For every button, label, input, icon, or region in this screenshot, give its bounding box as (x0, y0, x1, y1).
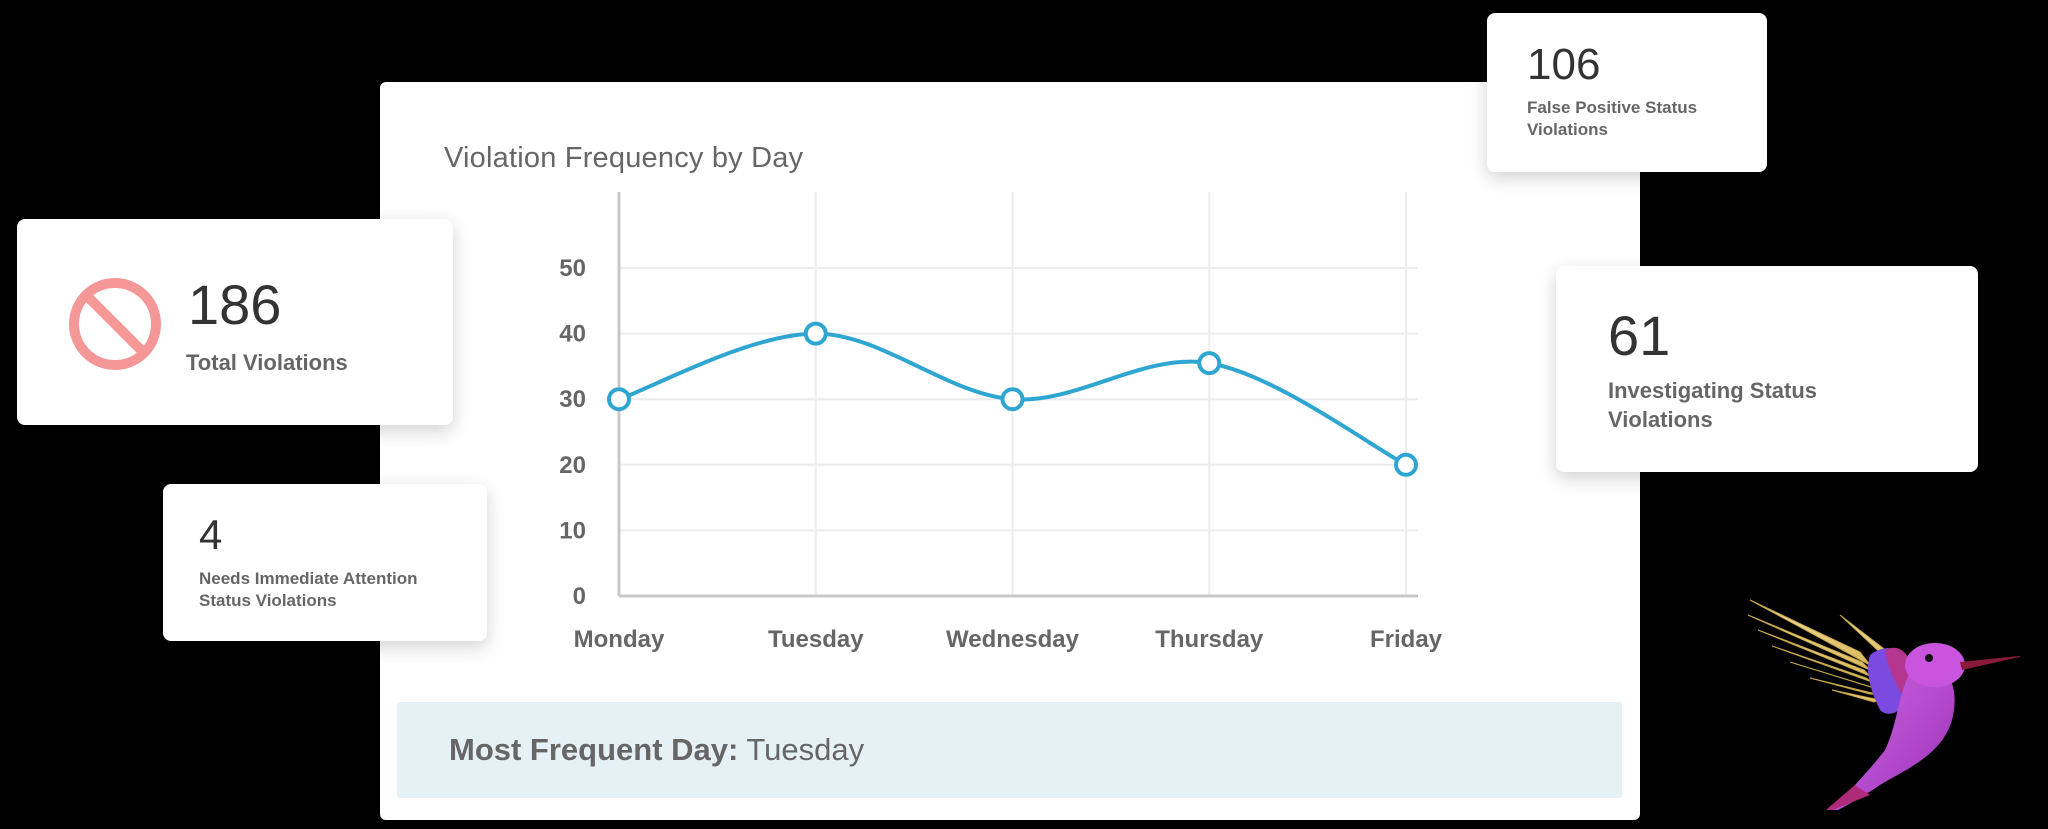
investigating-card: 61 Investigating Status Violations (1556, 266, 1978, 472)
y-tick-label: 30 (559, 386, 586, 413)
false-positive-label: False Positive Status Violations (1527, 98, 1698, 139)
data-point (803, 321, 828, 346)
needs-attention-label: Needs Immediate Attention Status Violati… (199, 569, 418, 610)
false-positive-card: 106 False Positive Status Violations (1487, 13, 1767, 172)
data-point (1197, 351, 1222, 376)
most-frequent-day-label: Most Frequent Day: (449, 732, 739, 767)
y-tick-label: 20 (559, 452, 586, 479)
chart-panel: Violation Frequency by Day 0 10 20 30 40 50 M… (380, 82, 1640, 820)
prohibited-icon (69, 278, 161, 370)
data-point (607, 387, 631, 412)
most-frequent-day-banner: Most Frequent Day: Tuesday (397, 702, 1622, 798)
y-tick-label: 0 (573, 583, 586, 610)
hummingbird-illustration (1747, 599, 2020, 810)
x-tick-label: Thursday (1155, 626, 1264, 653)
investigating-value: 61 (1608, 304, 1671, 367)
y-tick-label: 40 (559, 321, 586, 348)
x-tick-label: Wednesday (946, 626, 1080, 653)
total-violations-value: 186 (188, 273, 282, 336)
needs-attention-card: 4 Needs Immediate Attention Status Viola… (163, 484, 487, 641)
y-tick-label: 50 (559, 255, 586, 282)
data-point (1000, 387, 1025, 412)
x-tick-label: Friday (1370, 626, 1443, 653)
most-frequent-day-value: Tuesday (746, 732, 865, 767)
investigating-label: Investigating Status Violations (1608, 378, 1818, 432)
x-tick-label: Monday (574, 626, 665, 653)
data-point (1394, 452, 1418, 477)
total-violations-label: Total Violations (186, 350, 348, 375)
total-violations-card: 186 Total Violations (17, 219, 453, 425)
needs-attention-value: 4 (199, 511, 223, 558)
x-axis-ticks: Monday Tuesday Wednesday Thursday Friday (574, 626, 1443, 653)
line-chart: 0 10 20 30 40 50 Monday Tuesday Wednesday Thursd… (559, 192, 1443, 653)
false-positive-value: 106 (1527, 40, 1601, 89)
y-axis-ticks: 0 10 20 30 40 50 (559, 255, 586, 610)
chart-title: Violation Frequency by Day (444, 142, 804, 174)
x-tick-label: Tuesday (768, 626, 864, 653)
data-point-markers (607, 321, 1418, 477)
y-tick-label: 10 (559, 517, 586, 544)
